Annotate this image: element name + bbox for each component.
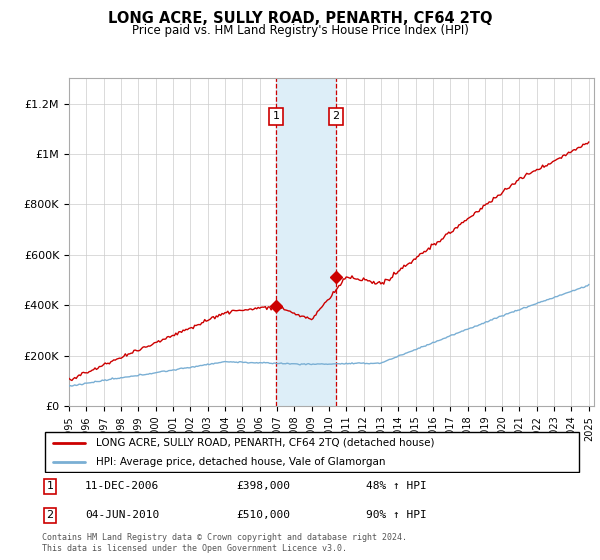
Text: 1: 1 [272, 111, 280, 121]
Text: Contains HM Land Registry data © Crown copyright and database right 2024.
This d: Contains HM Land Registry data © Crown c… [42, 533, 407, 553]
Text: 11-DEC-2006: 11-DEC-2006 [85, 482, 160, 491]
Text: LONG ACRE, SULLY ROAD, PENARTH, CF64 2TQ: LONG ACRE, SULLY ROAD, PENARTH, CF64 2TQ [108, 11, 492, 26]
Text: £510,000: £510,000 [236, 511, 290, 520]
FancyBboxPatch shape [45, 432, 580, 473]
Text: HPI: Average price, detached house, Vale of Glamorgan: HPI: Average price, detached house, Vale… [96, 457, 386, 467]
Text: 48% ↑ HPI: 48% ↑ HPI [366, 482, 427, 491]
Text: £398,000: £398,000 [236, 482, 290, 491]
Text: Price paid vs. HM Land Registry's House Price Index (HPI): Price paid vs. HM Land Registry's House … [131, 24, 469, 36]
Text: 1: 1 [47, 482, 53, 491]
Text: 90% ↑ HPI: 90% ↑ HPI [366, 511, 427, 520]
Text: 2: 2 [332, 111, 340, 121]
Text: LONG ACRE, SULLY ROAD, PENARTH, CF64 2TQ (detached house): LONG ACRE, SULLY ROAD, PENARTH, CF64 2TQ… [96, 437, 434, 447]
Text: 04-JUN-2010: 04-JUN-2010 [85, 511, 160, 520]
Bar [276, 78, 336, 406]
Text: 2: 2 [47, 511, 53, 520]
